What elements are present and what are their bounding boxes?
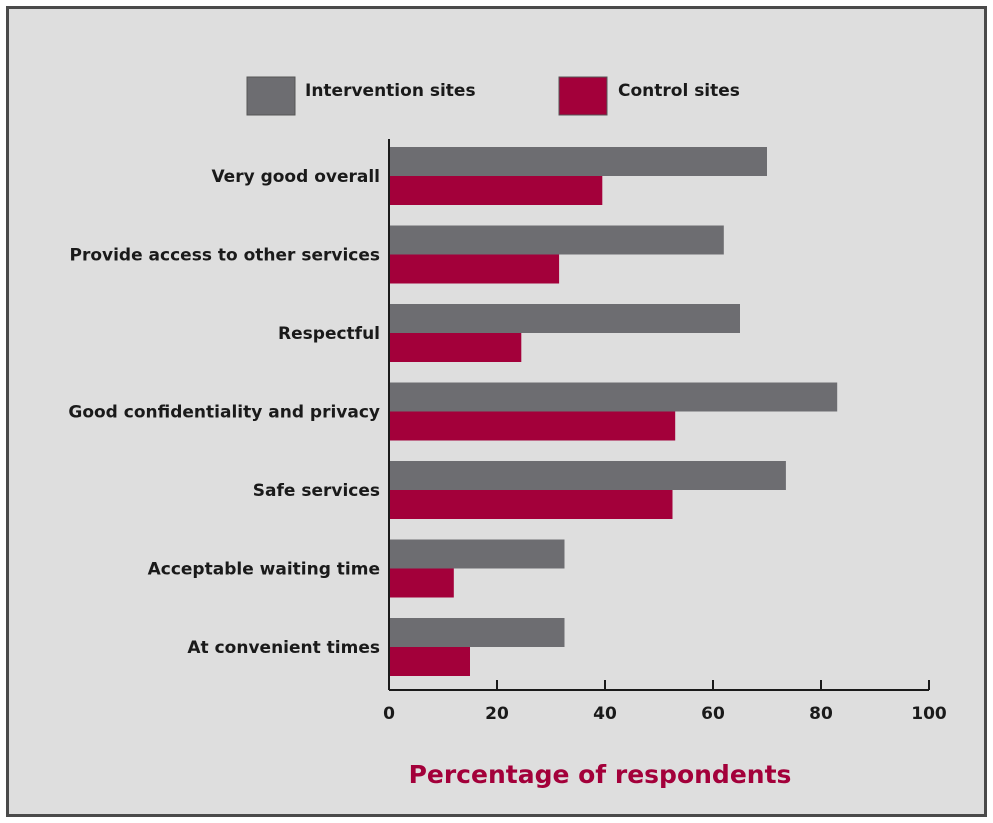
bar-control-0 — [389, 176, 603, 205]
bars-group — [389, 147, 838, 676]
x-tick-label: 0 — [383, 704, 395, 724]
legend: Intervention sites Control sites — [246, 76, 740, 116]
legend-swatch-intervention — [246, 76, 296, 116]
category-label: Acceptable waiting time — [148, 560, 380, 580]
x-tick-label: 80 — [809, 704, 833, 724]
bar-intervention-2 — [389, 304, 740, 333]
bar-control-5 — [389, 568, 454, 598]
chart-frame: Intervention sites Control sites Very go… — [6, 6, 987, 817]
x-tick-label: 40 — [593, 704, 617, 724]
category-label: At convenient times — [187, 638, 380, 658]
axes — [388, 139, 929, 691]
x-tick-label: 100 — [911, 704, 947, 724]
bar-control-1 — [389, 254, 560, 284]
category-label: Very good overall — [211, 167, 380, 187]
bar-intervention-3 — [389, 382, 838, 412]
legend-swatch-control — [558, 76, 608, 116]
x-axis-title: Percentage of respondents — [409, 760, 792, 789]
x-ticks: 0 20 40 60 80 100 — [383, 680, 947, 724]
legend-label-intervention: Intervention sites — [305, 81, 476, 101]
bar-intervention-0 — [389, 147, 767, 176]
bar-intervention-4 — [389, 461, 786, 490]
category-label: Respectful — [278, 324, 380, 344]
category-label: Provide access to other services — [70, 246, 381, 266]
bar-intervention-6 — [389, 618, 565, 647]
category-label: Safe services — [253, 481, 380, 501]
bar-control-3 — [389, 411, 676, 441]
bar-control-2 — [389, 333, 522, 362]
bar-control-6 — [389, 647, 470, 676]
category-labels: Very good overall Provide access to other… — [68, 167, 380, 658]
x-tick-label: 60 — [701, 704, 725, 724]
bar-intervention-1 — [389, 225, 724, 255]
bar-control-4 — [389, 490, 673, 519]
x-tick-label: 20 — [485, 704, 509, 724]
category-label: Good confidentiality and privacy — [68, 403, 380, 423]
bar-intervention-5 — [389, 539, 565, 569]
legend-label-control: Control sites — [618, 81, 740, 101]
bar-chart: Intervention sites Control sites Very go… — [68, 76, 947, 789]
